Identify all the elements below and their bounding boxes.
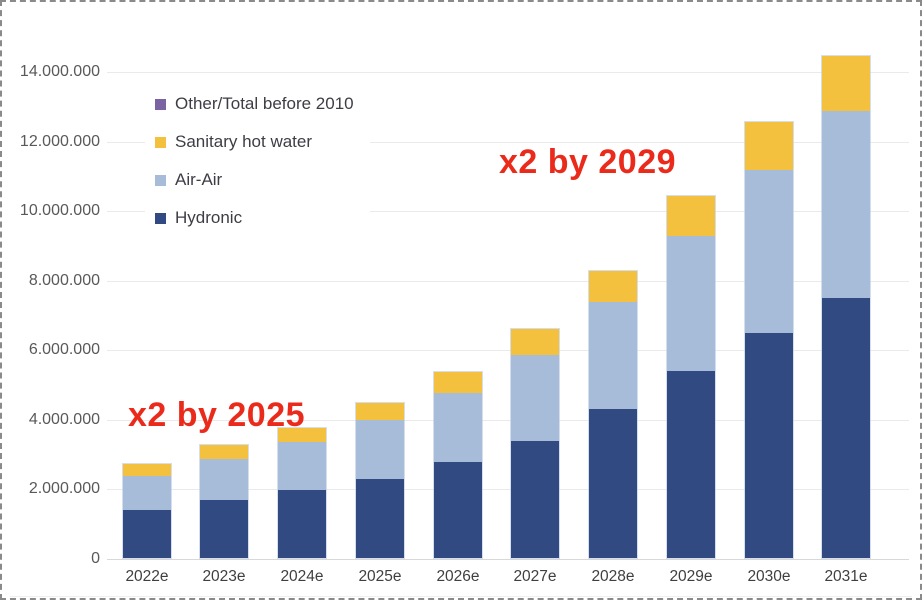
bar-segment-sanitary-hot-water: [589, 271, 637, 303]
bar-segment-air-air: [278, 441, 326, 490]
bar-2030e: [744, 121, 794, 559]
y-tick-label: 2.000.000: [28, 480, 100, 497]
bar-segment-sanitary-hot-water: [200, 445, 248, 459]
bar-segment-sanitary-hot-water: [822, 56, 870, 112]
bar-2022e: [122, 463, 172, 559]
bar-segment-air-air: [434, 392, 482, 462]
y-tick-label: 6.000.000: [28, 341, 100, 358]
legend-swatch-sanitary-hot-water: [155, 136, 166, 148]
gridline-14.000.000: [107, 72, 909, 73]
plot-area: [107, 55, 909, 560]
bar-segment-sanitary-hot-water: [278, 428, 326, 442]
chart-frame-bottom-line: [10, 596, 912, 597]
x-tick-label-2024e: 2024e: [280, 568, 324, 585]
bar-segment-air-air: [123, 475, 171, 511]
legend-label-sanitary-hot-water: Sanitary hot water: [175, 132, 313, 151]
x-tick-label-2026e: 2026e: [436, 568, 480, 585]
x-tick-label-2025e: 2025e: [358, 568, 402, 585]
gridline-0: [107, 559, 909, 560]
bar-segment-air-air: [589, 302, 637, 410]
x-tick-label-2023e: 2023e: [202, 568, 246, 585]
bar-segment-sanitary-hot-water: [667, 196, 715, 236]
y-tick-label: 14.000.000: [19, 63, 100, 80]
annotation-x2-by-2029: x2 by 2029: [499, 143, 677, 181]
bar-segment-hydronic: [200, 499, 248, 558]
legend: Other/Total before 2010 Sanitary hot wat…: [145, 85, 370, 237]
bar-segment-air-air: [356, 420, 404, 479]
bar-2029e: [666, 195, 716, 559]
legend-swatch-air-air: [155, 174, 166, 186]
y-tick-label: 10.000.000: [19, 202, 100, 219]
gridline-6.000.000: [107, 350, 909, 351]
y-tick-label: 4.000.000: [28, 411, 100, 428]
bar-2023e: [199, 444, 249, 559]
y-tick-label: 0: [91, 550, 100, 567]
bar-2031e: [821, 55, 871, 559]
bar-segment-air-air: [511, 354, 559, 441]
bar-segment-air-air: [745, 170, 793, 334]
x-tick-label-2030e: 2030e: [747, 568, 791, 585]
legend-label-air-air: Air-Air: [175, 170, 223, 189]
bar-segment-sanitary-hot-water: [123, 464, 171, 476]
bar-segment-hydronic: [278, 489, 326, 558]
legend-swatch-other: [155, 98, 166, 110]
legend-label-hydronic: Hydronic: [175, 208, 243, 227]
bar-segment-hydronic: [589, 409, 637, 558]
legend-label-other: Other/Total before 2010: [175, 94, 354, 113]
annotation-x2-by-2025: x2 by 2025: [128, 396, 306, 434]
legend-item-sanitary-hot-water: Sanitary hot water: [155, 123, 354, 161]
bar-segment-sanitary-hot-water: [511, 329, 559, 355]
gridline-12.000.000: [107, 142, 909, 143]
bar-2025e: [355, 402, 405, 559]
x-tick-label-2028e: 2028e: [591, 568, 635, 585]
y-tick-label: 12.000.000: [19, 133, 100, 150]
bar-segment-hydronic: [123, 510, 171, 559]
x-tick-label-2027e: 2027e: [513, 568, 557, 585]
gridline-8.000.000: [107, 281, 909, 282]
x-tick-label-2031e: 2031e: [824, 568, 868, 585]
bar-segment-hydronic: [822, 298, 870, 558]
legend-item-other: Other/Total before 2010: [155, 85, 354, 123]
bar-2027e: [510, 328, 560, 559]
legend-item-air-air: Air-Air: [155, 161, 354, 199]
bar-segment-hydronic: [356, 478, 404, 558]
bar-2024e: [277, 427, 327, 559]
y-tick-label: 8.000.000: [28, 272, 100, 289]
gridline-4.000.000: [107, 420, 909, 421]
bar-segment-air-air: [667, 235, 715, 371]
legend-item-hydronic: Hydronic: [155, 199, 354, 237]
bar-2028e: [588, 270, 638, 559]
bar-segment-hydronic: [434, 461, 482, 558]
x-tick-label-2029e: 2029e: [669, 568, 713, 585]
x-axis: 2022e 2023e 2024e 2025e 2026e 2027e 2028e 2029e…: [107, 568, 909, 590]
x-tick-label-2022e: 2022e: [125, 568, 169, 585]
bar-segment-sanitary-hot-water: [356, 403, 404, 421]
bar-segment-hydronic: [745, 333, 793, 558]
y-axis: 0 2.000.000 4.000.000 6.000.000 8.000.000 10.…: [2, 63, 100, 567]
bar-segment-air-air: [200, 458, 248, 500]
bar-segment-hydronic: [667, 370, 715, 559]
gridline-10.000.000: [107, 211, 909, 212]
bar-segment-sanitary-hot-water: [434, 372, 482, 393]
gridline-2.000.000: [107, 489, 909, 490]
bar-2026e: [433, 371, 483, 559]
bar-segment-air-air: [822, 111, 870, 299]
legend-swatch-hydronic: [155, 212, 166, 224]
bar-segment-hydronic: [511, 440, 559, 558]
bar-segment-sanitary-hot-water: [745, 122, 793, 171]
